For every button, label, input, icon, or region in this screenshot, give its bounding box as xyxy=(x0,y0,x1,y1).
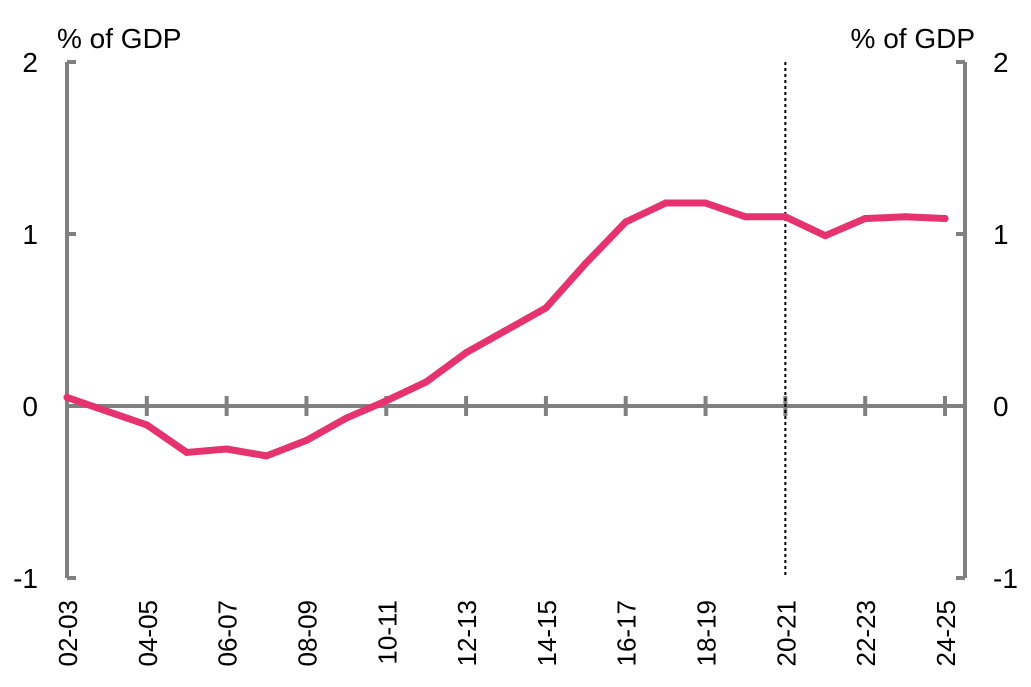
data-point xyxy=(741,213,749,221)
data-point xyxy=(582,259,590,267)
data-point xyxy=(63,393,71,401)
tick-labels: -1 -1 0 0 1 1 2 2 02-03 04-05 06-07 08-09 10-11 12-13… xyxy=(13,47,1018,667)
x-tick-label: 02-03 xyxy=(53,600,83,667)
left-y-tick-label: 0 xyxy=(22,391,38,422)
data-point xyxy=(781,213,789,221)
x-tick-label: 16-17 xyxy=(612,600,642,667)
series-group xyxy=(63,199,949,460)
left-axis-unit-label: % of GDP xyxy=(57,23,182,54)
data-point xyxy=(542,304,550,312)
x-tick-label: 10-11 xyxy=(372,600,402,665)
x-tick-label: 06-07 xyxy=(213,600,243,667)
data-point xyxy=(263,452,271,460)
x-tick-label: 20-21 xyxy=(771,600,801,667)
x-tick-label: 04-05 xyxy=(133,600,163,667)
axes xyxy=(65,60,967,580)
data-point xyxy=(941,215,949,223)
data-point xyxy=(622,218,630,226)
data-point xyxy=(382,397,390,405)
data-point xyxy=(502,326,510,334)
left-y-tick-label: 1 xyxy=(22,219,38,250)
data-point xyxy=(422,378,430,386)
data-point xyxy=(861,215,869,223)
data-point xyxy=(103,407,111,415)
x-tick-label: 08-09 xyxy=(292,600,322,667)
right-axis-unit-label: % of GDP xyxy=(850,23,975,54)
left-y-tick-label: -1 xyxy=(13,563,38,594)
data-point xyxy=(302,436,310,444)
data-point xyxy=(462,349,470,357)
data-point xyxy=(183,448,191,456)
x-tick-label: 22-23 xyxy=(851,600,881,667)
data-point xyxy=(821,232,829,240)
right-y-tick-label: 1 xyxy=(993,219,1009,250)
data-point xyxy=(702,199,710,207)
data-point xyxy=(223,445,231,453)
data-point xyxy=(901,213,909,221)
x-tick-label: 24-25 xyxy=(931,600,961,667)
data-point xyxy=(342,414,350,422)
right-y-tick-label: 2 xyxy=(993,47,1009,78)
right-y-tick-label: -1 xyxy=(993,563,1018,594)
right-y-tick-label: 0 xyxy=(993,391,1009,422)
x-tick-label: 14-15 xyxy=(532,600,562,667)
x-tick-label: 18-19 xyxy=(692,600,722,667)
left-y-tick-label: 2 xyxy=(22,47,38,78)
data-point xyxy=(143,421,151,429)
data-point xyxy=(662,199,670,207)
x-tick-label: 12-13 xyxy=(452,600,482,667)
